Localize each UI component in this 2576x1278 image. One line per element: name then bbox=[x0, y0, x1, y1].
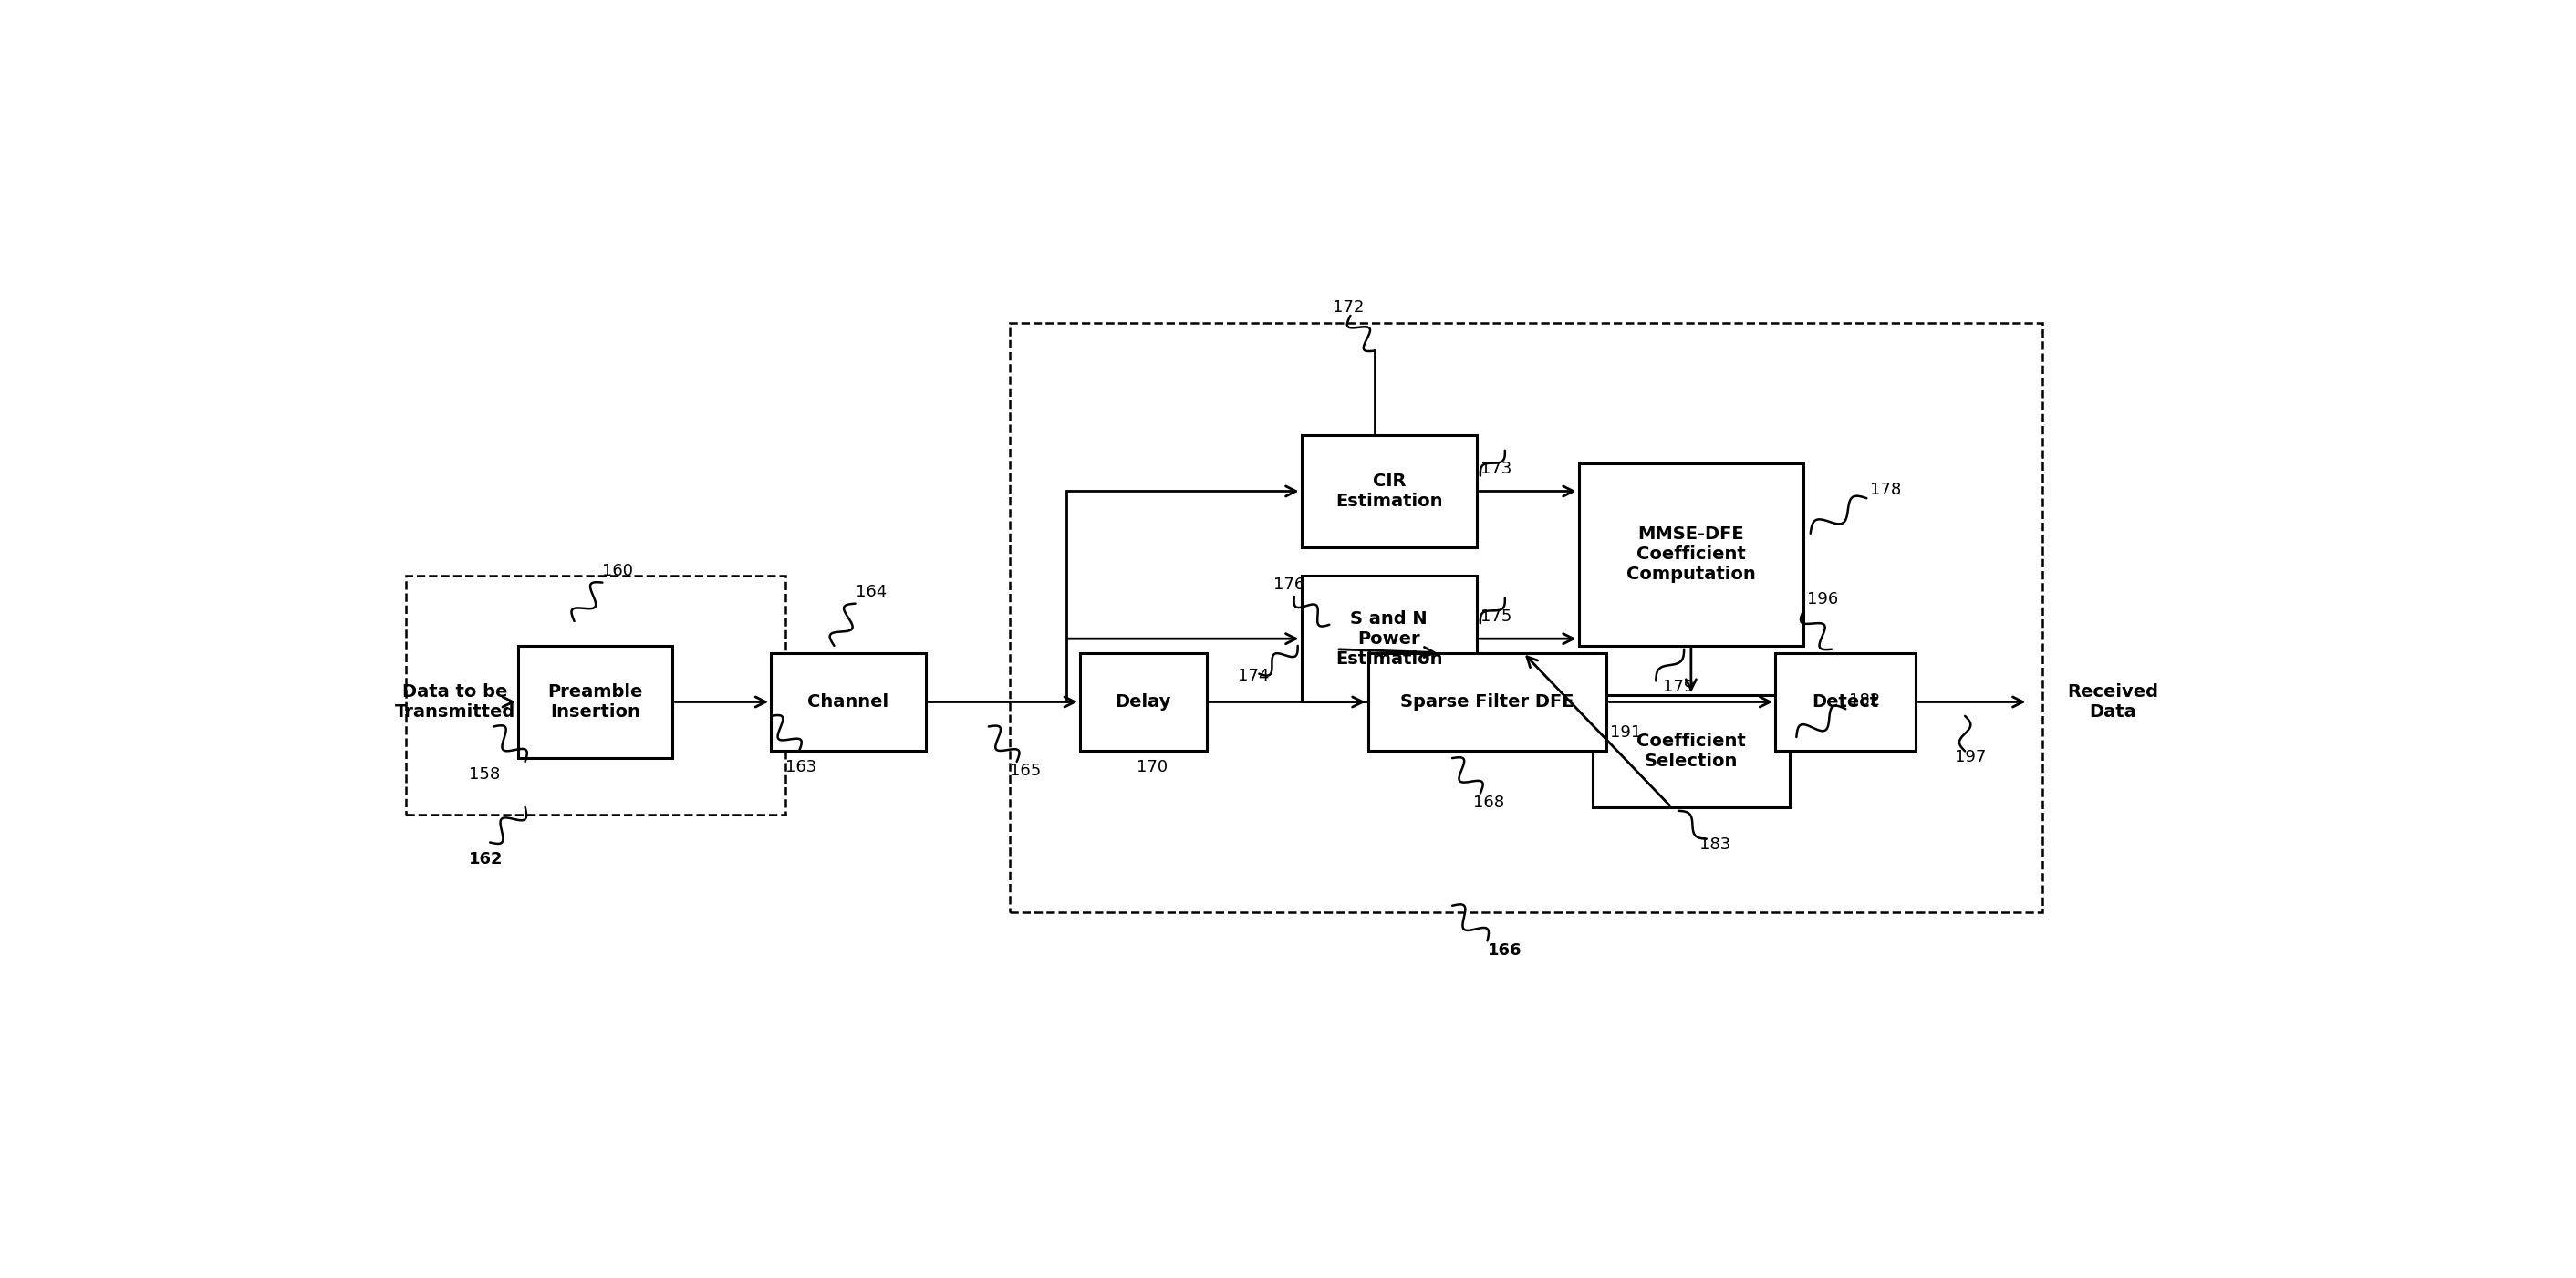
FancyBboxPatch shape bbox=[404, 575, 786, 814]
Text: 163: 163 bbox=[786, 759, 817, 776]
FancyBboxPatch shape bbox=[1301, 575, 1476, 702]
Text: Received
Data: Received Data bbox=[2066, 684, 2159, 721]
Text: Coefficient
Selection: Coefficient Selection bbox=[1636, 732, 1747, 769]
FancyBboxPatch shape bbox=[1079, 653, 1206, 751]
Text: 162: 162 bbox=[469, 851, 502, 868]
Text: 196: 196 bbox=[1806, 590, 1839, 607]
FancyBboxPatch shape bbox=[1368, 653, 1607, 751]
Text: Data to be
Transmitted: Data to be Transmitted bbox=[394, 684, 515, 721]
Text: 166: 166 bbox=[1486, 942, 1522, 958]
Text: MMSE-DFE
Coefficient
Computation: MMSE-DFE Coefficient Computation bbox=[1625, 525, 1757, 583]
Text: 165: 165 bbox=[1010, 763, 1041, 780]
Text: 173: 173 bbox=[1481, 461, 1512, 477]
Text: 160: 160 bbox=[603, 562, 634, 579]
FancyBboxPatch shape bbox=[1775, 653, 1917, 751]
FancyBboxPatch shape bbox=[1301, 435, 1476, 547]
Text: Channel: Channel bbox=[806, 693, 889, 711]
Text: 178: 178 bbox=[1870, 482, 1901, 498]
Text: 182: 182 bbox=[1850, 693, 1880, 709]
Text: 170: 170 bbox=[1136, 759, 1167, 776]
Text: 175: 175 bbox=[1481, 608, 1512, 625]
Text: Detect: Detect bbox=[1811, 693, 1878, 711]
Text: Sparse Filter DFE: Sparse Filter DFE bbox=[1401, 693, 1574, 711]
Text: 168: 168 bbox=[1473, 795, 1504, 812]
Text: 158: 158 bbox=[469, 767, 500, 783]
Text: 174: 174 bbox=[1239, 668, 1270, 685]
Text: Delay: Delay bbox=[1115, 693, 1172, 711]
Text: S and N
Power
Estimation: S and N Power Estimation bbox=[1334, 610, 1443, 667]
FancyBboxPatch shape bbox=[518, 645, 672, 758]
Text: 191: 191 bbox=[1610, 725, 1641, 741]
FancyBboxPatch shape bbox=[1010, 322, 2043, 912]
Text: 183: 183 bbox=[1700, 837, 1731, 854]
Text: 164: 164 bbox=[855, 584, 886, 601]
Text: 176: 176 bbox=[1273, 576, 1303, 593]
Text: 172: 172 bbox=[1332, 299, 1365, 316]
FancyBboxPatch shape bbox=[1579, 463, 1803, 645]
Text: CIR
Estimation: CIR Estimation bbox=[1334, 473, 1443, 510]
Text: Preamble
Insertion: Preamble Insertion bbox=[549, 684, 644, 721]
FancyBboxPatch shape bbox=[770, 653, 925, 751]
FancyBboxPatch shape bbox=[1592, 695, 1790, 808]
Text: 179: 179 bbox=[1664, 679, 1695, 695]
Text: 197: 197 bbox=[1955, 749, 1986, 766]
